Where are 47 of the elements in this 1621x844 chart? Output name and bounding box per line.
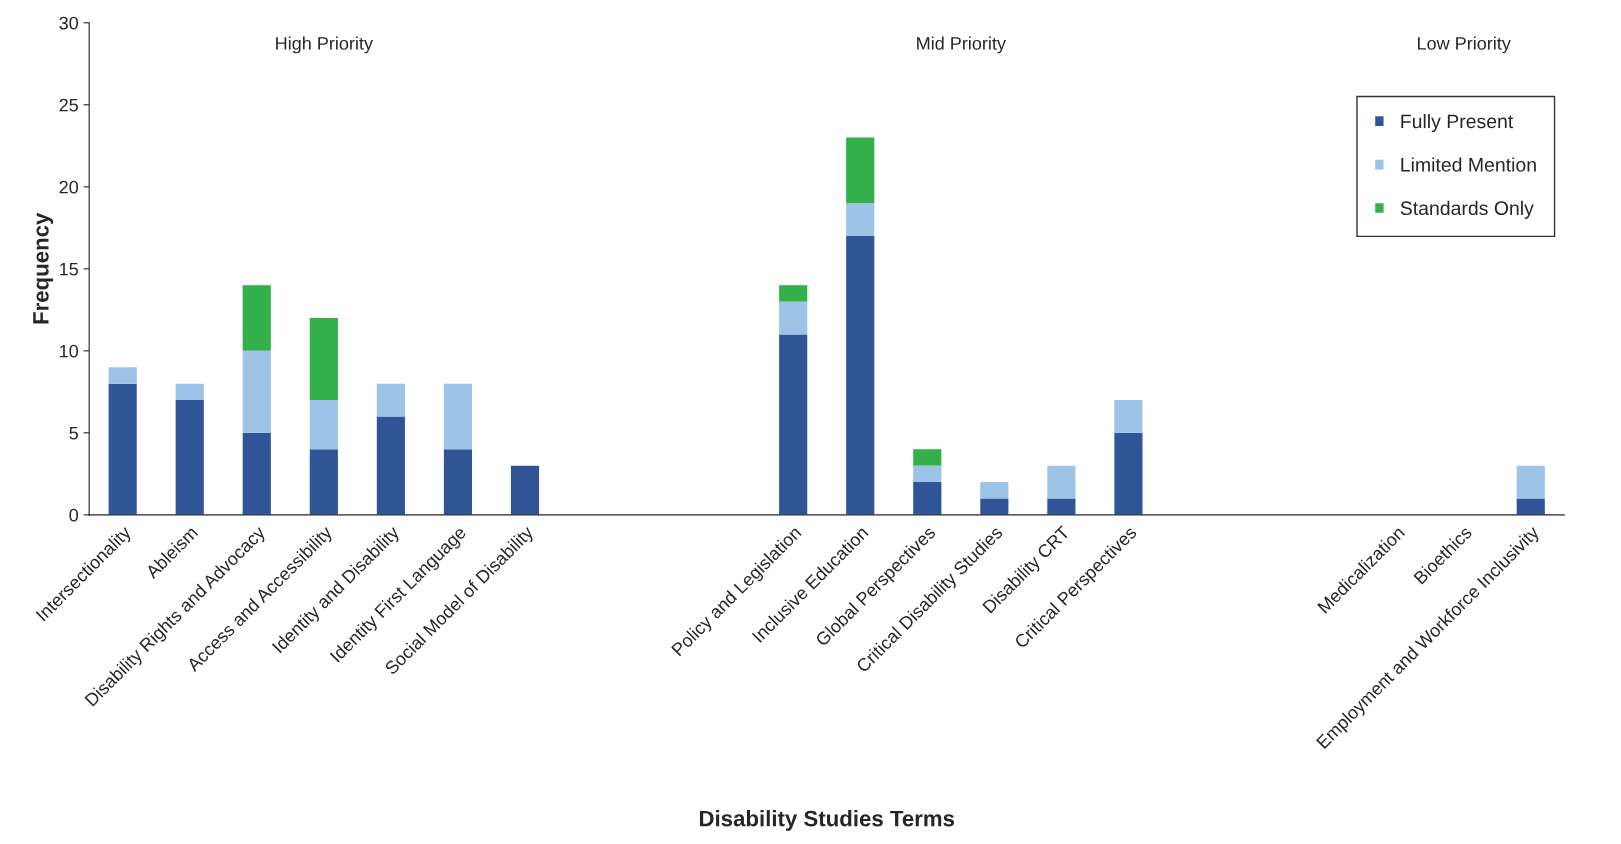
- y-tick-label: 0: [69, 508, 79, 522]
- bar: [175, 383, 204, 401]
- y-axis-title: Frequency: [33, 212, 54, 324]
- bar: [779, 285, 808, 302]
- bar: [779, 301, 808, 335]
- annotation: Low Priority: [1418, 36, 1511, 54]
- bar: [242, 350, 271, 433]
- bar: [309, 318, 338, 401]
- y-tick-label: 25: [59, 98, 78, 112]
- bar: [242, 285, 271, 351]
- y-tick-label: 30: [59, 16, 79, 30]
- bar: [913, 449, 942, 466]
- bar: [510, 465, 540, 515]
- bar: [175, 400, 204, 515]
- x-axis-title: Disability Studies Terms: [699, 810, 955, 831]
- annotation: Mid Priority: [917, 36, 1006, 54]
- bar: [376, 383, 405, 417]
- bar: [980, 498, 1009, 515]
- bar: [1047, 498, 1076, 515]
- bar: [309, 400, 338, 450]
- bar: [1047, 465, 1076, 499]
- legend-label: Limited Mention: [1401, 157, 1536, 172]
- bar: [779, 334, 808, 515]
- bar: [846, 137, 875, 204]
- bar: [443, 383, 473, 450]
- y-tick-label: 5: [69, 426, 78, 440]
- bar: [376, 416, 405, 515]
- y-tick-label: 10: [60, 344, 79, 358]
- bar: [846, 203, 875, 237]
- bar: [108, 383, 137, 515]
- annotation: High Priority: [276, 36, 373, 54]
- bar: [1516, 498, 1545, 515]
- bar: [309, 449, 338, 515]
- bar: [846, 236, 875, 515]
- legend-label: Fully Present: [1401, 113, 1514, 133]
- legend-label: Standards Only: [1400, 200, 1534, 219]
- y-tick-label: 20: [59, 180, 79, 194]
- bar: [1516, 465, 1545, 499]
- bar: [913, 465, 942, 483]
- bar: [1114, 400, 1143, 433]
- bar: [242, 432, 271, 515]
- bar: [108, 367, 137, 384]
- bar: [443, 449, 473, 515]
- bar: [980, 482, 1009, 499]
- bar: [913, 482, 942, 515]
- bar: [1114, 432, 1143, 515]
- y-tick-label: 15: [60, 262, 78, 276]
